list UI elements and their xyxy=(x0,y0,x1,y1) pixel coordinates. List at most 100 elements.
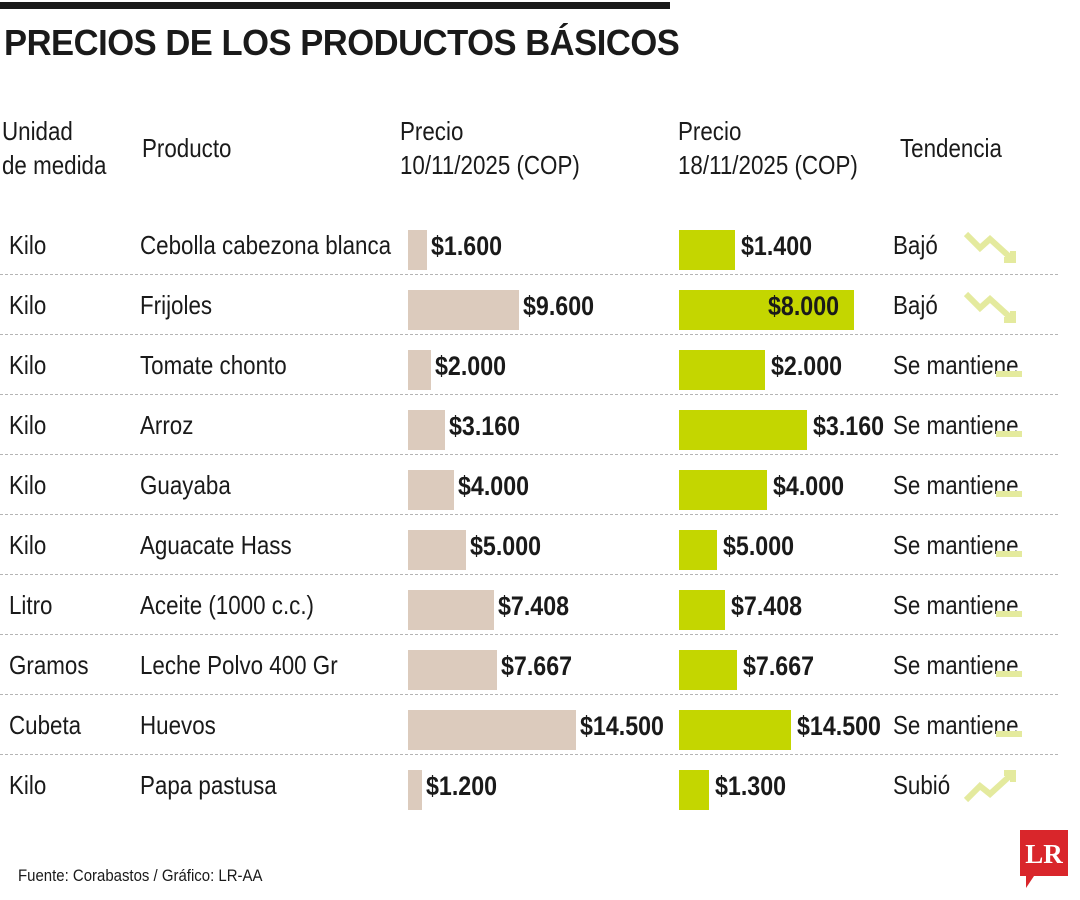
unit-cell: Kilo xyxy=(9,470,47,500)
unit-cell: Gramos xyxy=(9,650,89,680)
svg-text:LR: LR xyxy=(1025,839,1063,869)
row-separator xyxy=(0,574,1058,575)
header-price-old-line-1: Precio xyxy=(400,116,464,146)
product-cell: Tomate chonto xyxy=(140,350,287,380)
row-separator xyxy=(0,634,1058,635)
price-new-bar xyxy=(679,770,709,810)
price-new-bar xyxy=(679,350,765,390)
price-new-bar xyxy=(679,290,854,330)
table-row: Litro Aceite (1000 c.c.) $7.408 $7.408 Se ma… xyxy=(0,576,1080,636)
product-cell: Frijoles xyxy=(140,290,213,320)
price-old-bar xyxy=(408,590,494,630)
product-cell: Papa pastusa xyxy=(140,770,277,800)
product-cell: Aceite (1000 c.c.) xyxy=(140,590,314,620)
price-old-bar xyxy=(408,530,466,570)
unit-cell: Litro xyxy=(9,590,53,620)
trend-flat-icon xyxy=(962,344,1024,388)
price-old-bar xyxy=(408,770,422,810)
header-unit-line-2: de medida xyxy=(2,150,107,180)
product-cell: Arroz xyxy=(140,410,194,440)
price-new-label: $7.667 xyxy=(743,651,815,681)
top-rule xyxy=(0,2,670,9)
row-separator xyxy=(0,274,1058,275)
price-new-label: $1.400 xyxy=(741,231,813,261)
lr-logo: LR xyxy=(1020,830,1068,888)
header-price-new-line-2: 18/11/2025 (COP) xyxy=(678,150,858,180)
product-cell: Cebolla cabezona blanca xyxy=(140,230,392,260)
table-row: Cubeta Huevos $14.500 $14.500 Se mantiene xyxy=(0,696,1080,756)
trend-flat-icon xyxy=(962,404,1024,448)
row-separator xyxy=(0,394,1058,395)
price-old-bar xyxy=(408,290,520,330)
product-cell: Guayaba xyxy=(140,470,231,500)
price-old-bar xyxy=(408,410,445,450)
trend-down-icon xyxy=(962,224,1024,268)
trend-flat-icon xyxy=(962,584,1024,628)
product-cell: Leche Polvo 400 Gr xyxy=(140,650,338,680)
unit-cell: Kilo xyxy=(9,350,47,380)
unit-cell: Kilo xyxy=(9,230,47,260)
trend-flat-icon xyxy=(962,644,1024,688)
trend-up-icon xyxy=(962,764,1024,808)
price-old-label: $3.160 xyxy=(448,411,520,441)
price-old-label: $2.000 xyxy=(435,351,507,381)
price-old-bar xyxy=(408,650,497,690)
row-separator xyxy=(0,754,1058,755)
chart-title: PRECIOS DE LOS PRODUCTOS BÁSICOS xyxy=(4,22,680,63)
header-trend: Tendencia xyxy=(900,133,1002,163)
price-old-label: $9.600 xyxy=(523,291,595,321)
price-old-bar xyxy=(408,350,432,390)
price-new-bar xyxy=(679,230,735,270)
header-price-new: Precio 18/11/2025 (COP) xyxy=(678,114,858,182)
trend-cell: Subió xyxy=(893,770,951,800)
price-old-label: $4.000 xyxy=(458,471,530,501)
price-old-label: $14.500 xyxy=(580,711,664,741)
trend-cell: Bajó xyxy=(893,290,938,320)
row-separator xyxy=(0,454,1058,455)
table-row: Kilo Guayaba $4.000 $4.000 Se mantiene xyxy=(0,456,1080,516)
table-row: Gramos Leche Polvo 400 Gr $7.667 $7.667 Se m… xyxy=(0,636,1080,696)
unit-cell: Kilo xyxy=(9,530,47,560)
trend-down-icon xyxy=(962,284,1024,328)
header-price-old-line-2: 10/11/2025 (COP) xyxy=(400,150,580,180)
product-cell: Aguacate Hass xyxy=(140,530,292,560)
header-price-old: Precio 10/11/2025 (COP) xyxy=(400,114,580,182)
price-new-label: $14.500 xyxy=(797,711,881,741)
price-new-bar xyxy=(679,410,807,450)
price-old-bar xyxy=(408,710,576,750)
product-cell: Huevos xyxy=(140,710,216,740)
price-new-bar xyxy=(679,470,767,510)
price-new-bar xyxy=(679,530,717,570)
price-new-bar xyxy=(679,710,791,750)
row-separator xyxy=(0,694,1058,695)
header-product: Producto xyxy=(142,133,232,163)
unit-cell: Kilo xyxy=(9,770,47,800)
table-row: Kilo Cebolla cabezona blanca $1.600 $1.400 B… xyxy=(0,216,1080,276)
trend-flat-icon xyxy=(962,464,1024,508)
trend-flat-icon xyxy=(962,704,1024,748)
trend-cell: Bajó xyxy=(893,230,938,260)
price-new-bar xyxy=(679,650,737,690)
price-old-label: $7.667 xyxy=(500,651,572,681)
table-row: Kilo Frijoles $9.600 $8.000 Bajó xyxy=(0,276,1080,336)
table-row: Kilo Aguacate Hass $5.000 $5.000 Se mantiene xyxy=(0,516,1080,576)
price-new-label: $4.000 xyxy=(773,471,845,501)
price-old-label: $1.600 xyxy=(430,231,502,261)
price-new-label: $7.408 xyxy=(731,591,803,621)
row-separator xyxy=(0,514,1058,515)
price-new-label: $3.160 xyxy=(813,411,885,441)
trend-flat-icon xyxy=(962,524,1024,568)
price-old-bar xyxy=(408,470,455,510)
header-price-new-line-1: Precio xyxy=(678,116,742,146)
row-separator xyxy=(0,334,1058,335)
table-row: Kilo Tomate chonto $2.000 $2.000 Se mantiene xyxy=(0,336,1080,396)
price-old-label: $7.408 xyxy=(497,591,569,621)
price-old-bar xyxy=(408,230,427,270)
price-old-label: $1.200 xyxy=(426,771,498,801)
header-unit-line-1: Unidad xyxy=(2,116,73,146)
price-new-label: $1.300 xyxy=(715,771,787,801)
table-row: Kilo Arroz $3.160 $3.160 Se mantiene xyxy=(0,396,1080,456)
price-old-label: $5.000 xyxy=(469,531,541,561)
price-new-label: $5.000 xyxy=(723,531,795,561)
unit-cell: Cubeta xyxy=(9,710,82,740)
